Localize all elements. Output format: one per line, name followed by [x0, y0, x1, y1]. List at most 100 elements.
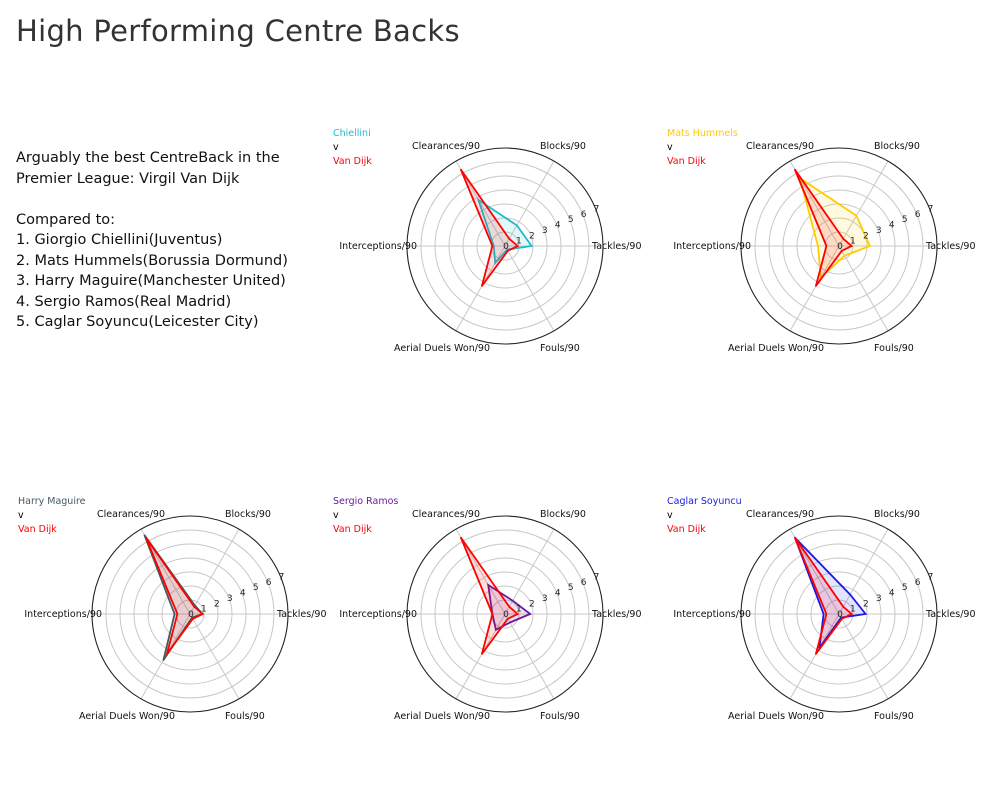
- spoke-line: [838, 160, 889, 247]
- point-van-dijk-interceptions-90: [176, 613, 179, 615]
- axis-label-aerial-duels-won-90: Aerial Duels Won/90: [728, 343, 824, 354]
- point-sergio-ramos-aerial-duels-won-90: [495, 629, 497, 631]
- spoke-line: [455, 613, 506, 700]
- point-sergio-ramos-fouls-90: [509, 621, 511, 624]
- point-caglar-soyuncu-interceptions-90: [822, 613, 825, 615]
- tick-label: 2: [214, 599, 220, 609]
- tick-label: 4: [240, 589, 246, 599]
- tick-label: 0: [503, 242, 509, 252]
- tick-label: 1: [516, 237, 522, 247]
- axis-label-clearances-90: Clearances/90: [412, 509, 480, 520]
- legend-mats-hummels: Mats Hummels: [667, 128, 738, 139]
- point-chiellini-interceptions-90: [493, 245, 495, 247]
- point-van-dijk-aerial-duels-won-90: [815, 285, 817, 287]
- point-van-dijk-interceptions-90: [491, 245, 494, 247]
- axis-label-blocks-90: Blocks/90: [874, 509, 920, 520]
- tick-label: 7: [928, 573, 934, 583]
- point-van-dijk-interceptions-90: [491, 613, 494, 615]
- point-van-dijk-fouls-90: [507, 250, 509, 252]
- spoke-line: [789, 245, 840, 332]
- intro-text: Arguably the best CentreBack in the Prem…: [16, 148, 316, 333]
- tick-label: 6: [266, 578, 272, 588]
- tick-label: 5: [568, 215, 574, 225]
- tick-label: 4: [889, 589, 895, 599]
- compared-item-4: 4. Sergio Ramos(Real Madrid): [16, 293, 232, 310]
- axis-label-blocks-90: Blocks/90: [225, 509, 271, 520]
- axis-label-clearances-90: Clearances/90: [746, 141, 814, 152]
- tick-label: 6: [581, 210, 587, 220]
- point-van-dijk-fouls-90: [841, 250, 843, 252]
- point-mats-hummels-interceptions-90: [817, 245, 819, 247]
- tick-label: 6: [915, 578, 921, 588]
- axis-label-aerial-duels-won-90: Aerial Duels Won/90: [728, 711, 824, 722]
- point-van-dijk-blocks-90: [842, 605, 844, 608]
- point-van-dijk-aerial-duels-won-90: [166, 653, 168, 655]
- tick-label: 1: [850, 237, 856, 247]
- point-caglar-soyuncu-blocks-90: [849, 593, 851, 596]
- tick-label: 1: [201, 605, 207, 615]
- axis-label-tackles-90: Tackles/90: [925, 241, 976, 252]
- tick-label: 7: [279, 573, 285, 583]
- spoke-line: [838, 528, 889, 615]
- tick-label: 6: [581, 578, 587, 588]
- point-chiellini-tackles-90: [530, 245, 533, 247]
- axis-label-fouls-90: Fouls/90: [225, 711, 265, 722]
- compared-label: Compared to:: [16, 211, 116, 228]
- spoke-line: [789, 613, 840, 700]
- legend-chiellini: Chiellini: [333, 128, 371, 139]
- legend-van-dijk: Van Dijk: [333, 524, 372, 535]
- tick-label: 5: [902, 215, 908, 225]
- point-mats-hummels-blocks-90: [855, 214, 858, 217]
- point-van-dijk-interceptions-90: [825, 613, 828, 615]
- legend-van-dijk: Van Dijk: [18, 524, 57, 535]
- outer-ring: [406, 515, 604, 713]
- point-van-dijk-blocks-90: [508, 237, 510, 240]
- tick-label: 0: [837, 610, 843, 620]
- tick-label: 5: [568, 583, 574, 593]
- point-van-dijk-clearances-90: [460, 536, 462, 539]
- point-van-dijk-blocks-90: [193, 605, 195, 608]
- point-harry-maguire-clearances-90: [143, 534, 146, 536]
- point-van-dijk-blocks-90: [508, 605, 510, 608]
- legend-versus: v: [18, 510, 24, 521]
- tick-label: 6: [915, 210, 921, 220]
- axis-label-interceptions-90: Interceptions/90: [673, 609, 751, 620]
- legend-harry-maguire: Harry Maguire: [18, 496, 86, 507]
- outer-ring: [406, 147, 604, 345]
- legend-van-dijk: Van Dijk: [333, 156, 372, 167]
- point-caglar-soyuncu-tackles-90: [864, 613, 867, 615]
- point-van-dijk-aerial-duels-won-90: [815, 653, 817, 655]
- point-van-dijk-clearances-90: [794, 536, 796, 539]
- tick-label: 5: [902, 583, 908, 593]
- tick-label: 0: [188, 610, 194, 620]
- axis-label-tackles-90: Tackles/90: [925, 609, 976, 620]
- legend-versus: v: [333, 142, 339, 153]
- compared-item-1: 1. Giorgio Chiellini(Juventus): [16, 232, 223, 248]
- tick-label: 5: [253, 583, 259, 593]
- spoke-line: [504, 528, 555, 615]
- legend-van-dijk: Van Dijk: [667, 524, 706, 535]
- tick-label: 3: [542, 226, 548, 236]
- point-van-dijk-fouls-90: [841, 618, 843, 620]
- point-sergio-ramos-clearances-90: [487, 584, 489, 586]
- spoke-line: [189, 528, 240, 615]
- point-van-dijk-clearances-90: [145, 536, 147, 539]
- point-van-dijk-tackles-90: [516, 245, 519, 247]
- point-van-dijk-blocks-90: [842, 237, 844, 240]
- axis-label-interceptions-90: Interceptions/90: [673, 241, 751, 252]
- point-van-dijk-fouls-90: [192, 618, 194, 620]
- point-sergio-ramos-tackles-90: [529, 613, 531, 615]
- point-van-dijk-fouls-90: [507, 618, 509, 620]
- axis-label-fouls-90: Fouls/90: [874, 343, 914, 354]
- tick-label: 1: [850, 605, 856, 615]
- tick-label: 2: [529, 231, 535, 241]
- page-title: High Performing Centre Backs: [16, 14, 460, 48]
- tick-label: 0: [503, 610, 509, 620]
- tick-label: 4: [555, 221, 561, 231]
- point-van-dijk-tackles-90: [850, 613, 853, 615]
- tick-label: 2: [863, 599, 869, 609]
